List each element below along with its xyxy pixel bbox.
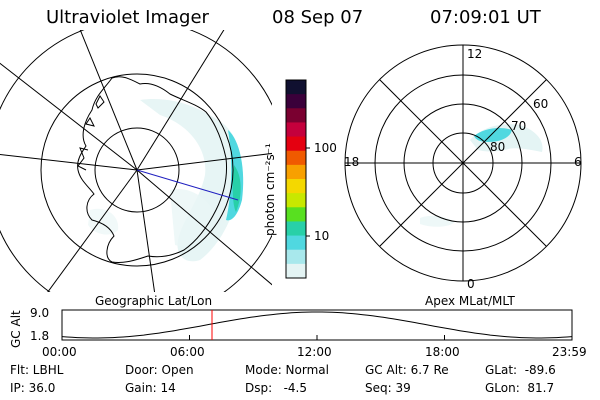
polar-aurora-speckle [420, 215, 455, 227]
colorbar-segment [286, 122, 306, 138]
time-tick-0000: 00:00 [42, 345, 77, 359]
colorbar-segment [286, 136, 306, 152]
altitude-ytick-1-8: 1.8 [30, 329, 50, 343]
colorbar-tick-10: 10 [314, 229, 330, 243]
colorbar-segment [286, 94, 306, 109]
mlt-label-12: 12 [467, 47, 483, 61]
polar-map [344, 44, 582, 282]
time-tick-1800: 18:00 [425, 345, 460, 359]
mlt-label-6: 6 [574, 155, 582, 169]
date-label: 08 Sep 07 [272, 7, 364, 28]
mlt-label-0: 0 [467, 277, 475, 291]
status-seq: Seq: 39 [365, 381, 411, 395]
colorbar-segment [286, 164, 306, 180]
mlt-label-18: 18 [344, 155, 360, 169]
status-glon: GLon: 81.7 [485, 381, 555, 395]
status-door: Door: Open [125, 363, 194, 377]
geographic-map [0, 30, 272, 292]
colorbar-segment [286, 179, 306, 194]
colorbar-unit-label: photon cm⁻²s⁻¹ [263, 143, 277, 236]
time-tick-0600: 06:00 [170, 345, 205, 359]
status-glat: GLat: -89.6 [485, 363, 556, 377]
mlat-label-60: 60 [533, 97, 549, 111]
colorbar-segment [286, 249, 306, 265]
colorbar-segment [286, 207, 306, 222]
right-map-caption: Apex MLat/MLT [425, 294, 515, 308]
colorbar-segment [286, 193, 306, 208]
left-map-caption: Geographic Lat/Lon [95, 294, 213, 308]
colorbar-frame [285, 79, 307, 279]
colorbar-segment [286, 150, 306, 166]
lat-circle-2 [40, 73, 234, 267]
lon-lines [0, 30, 272, 292]
colorbar-segment [286, 80, 306, 95]
status-gain: Gain: 14 [125, 381, 176, 395]
satellite-direction-line [136, 169, 239, 201]
altitude-axis-label: GC Alt [9, 310, 23, 348]
lat-circle-3 [0, 30, 272, 292]
peninsula-islands [85, 95, 105, 127]
mlt-spokes [345, 45, 581, 281]
altitude-ytick-9: 9.0 [30, 306, 50, 320]
colorbar-tick-100: 100 [314, 141, 337, 155]
status-mode: Mode: Normal [245, 363, 329, 377]
polar-aurora-bright [474, 128, 512, 142]
app-title: Ultraviolet Imager [46, 7, 209, 28]
time-tick-1200: 12:00 [297, 345, 332, 359]
colorbar-segment [286, 235, 306, 251]
time-label: 07:09:01 UT [430, 7, 541, 28]
colorbar-segment [286, 108, 306, 123]
status-dsp: Dsp: -4.5 [245, 381, 308, 395]
colorbar [285, 79, 310, 279]
time-ticks [61, 335, 573, 340]
status-ip: IP: 36.0 [10, 381, 56, 395]
aurora-peak [232, 165, 241, 212]
mlat-label-70: 70 [511, 119, 527, 133]
status-flt: Flt: LBHL [10, 363, 64, 377]
aurora-diffuse [140, 99, 242, 262]
mlat-label-80: 80 [490, 140, 506, 154]
coastline [77, 76, 227, 263]
time-tick-2359: 23:59 [552, 345, 587, 359]
coastline-detail [77, 147, 89, 171]
status-gc-alt: GC Alt: 6.7 Re [365, 363, 449, 377]
aurora-speckle [88, 208, 119, 235]
colorbar-segment [286, 221, 306, 237]
altitude-plot [61, 309, 573, 341]
lat-circle-1 [94, 127, 180, 213]
altitude-curve [61, 311, 573, 339]
colorbar-segment [286, 263, 306, 279]
